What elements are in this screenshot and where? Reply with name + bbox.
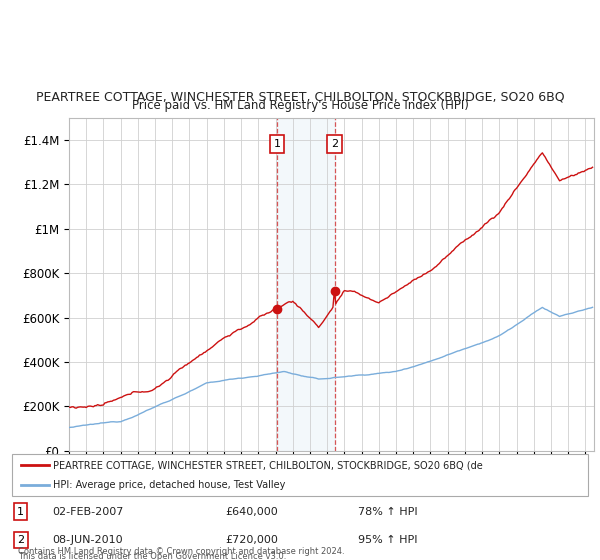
Text: 2: 2 bbox=[331, 139, 338, 150]
Text: 1: 1 bbox=[274, 139, 281, 150]
Text: PEARTREE COTTAGE, WINCHESTER STREET, CHILBOLTON, STOCKBRIDGE, SO20 6BQ (de: PEARTREE COTTAGE, WINCHESTER STREET, CHI… bbox=[53, 460, 483, 470]
Text: 02-FEB-2007: 02-FEB-2007 bbox=[52, 507, 124, 517]
Bar bbox=[277, 118, 335, 451]
Text: 2: 2 bbox=[17, 535, 24, 545]
Text: £720,000: £720,000 bbox=[225, 535, 278, 545]
Text: This data is licensed under the Open Government Licence v3.0.: This data is licensed under the Open Gov… bbox=[18, 552, 286, 560]
Text: £640,000: £640,000 bbox=[225, 507, 278, 517]
Text: 95% ↑ HPI: 95% ↑ HPI bbox=[358, 535, 417, 545]
Text: PEARTREE COTTAGE, WINCHESTER STREET, CHILBOLTON, STOCKBRIDGE, SO20 6BQ: PEARTREE COTTAGE, WINCHESTER STREET, CHI… bbox=[35, 91, 565, 104]
Text: Contains HM Land Registry data © Crown copyright and database right 2024.: Contains HM Land Registry data © Crown c… bbox=[18, 548, 344, 557]
Text: 08-JUN-2010: 08-JUN-2010 bbox=[52, 535, 123, 545]
FancyBboxPatch shape bbox=[12, 454, 588, 496]
Text: 78% ↑ HPI: 78% ↑ HPI bbox=[358, 507, 417, 517]
Text: Price paid vs. HM Land Registry's House Price Index (HPI): Price paid vs. HM Land Registry's House … bbox=[131, 99, 469, 112]
Text: HPI: Average price, detached house, Test Valley: HPI: Average price, detached house, Test… bbox=[53, 480, 286, 490]
Text: 1: 1 bbox=[17, 507, 24, 517]
